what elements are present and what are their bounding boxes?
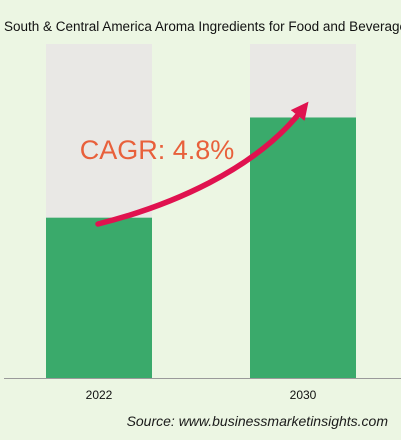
x-tick-label-2030: 2030 — [290, 388, 317, 402]
growth-arrow — [95, 101, 309, 227]
cagr-annotation: CAGR: 4.8% — [80, 135, 235, 165]
source-text: Source: www.businessmarketinsights.com — [126, 413, 388, 429]
bar-2022 — [46, 217, 152, 378]
bar-2030 — [250, 117, 356, 378]
x-tick-label-2022: 2022 — [86, 388, 113, 402]
chart-title: South & Central America Aroma Ingredient… — [4, 19, 401, 34]
